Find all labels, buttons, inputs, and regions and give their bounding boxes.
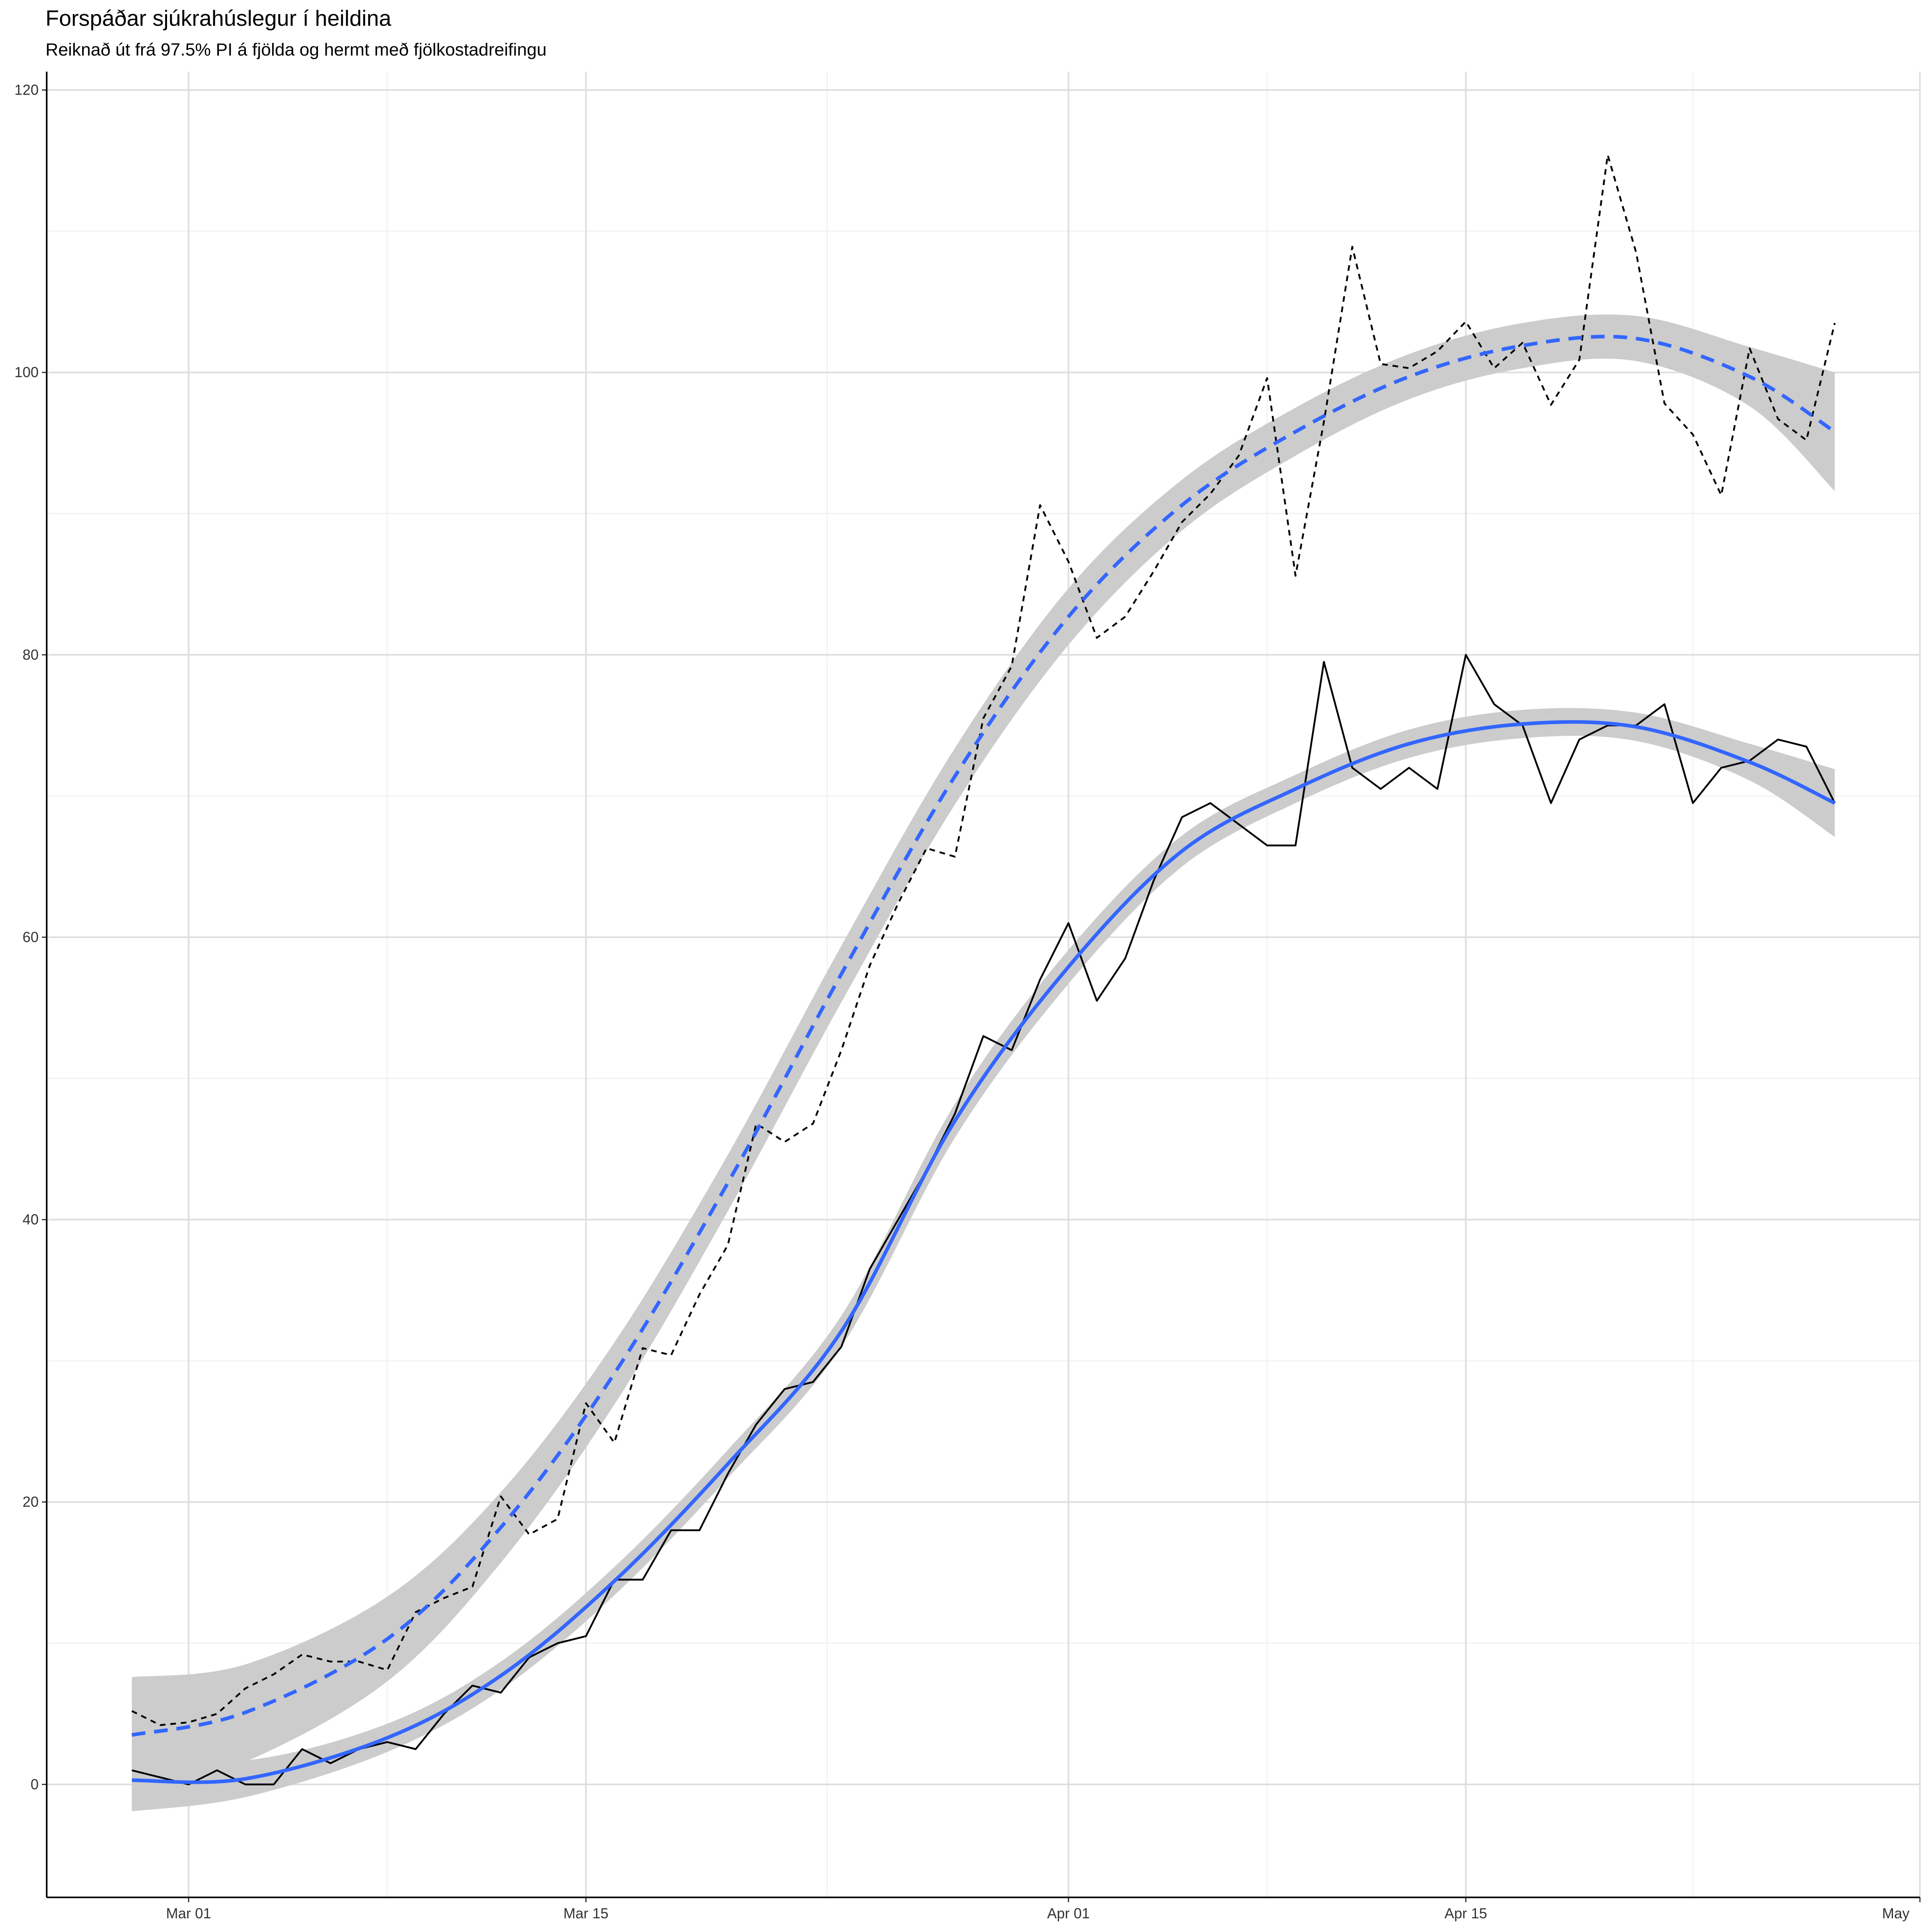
- data-line: [131, 154, 1836, 1726]
- y-tick-label: 80: [23, 646, 39, 663]
- data-line: [132, 654, 1836, 1785]
- x-tick-label: Apr 15: [1445, 1905, 1487, 1922]
- y-tick-label: 0: [31, 1776, 39, 1792]
- chart-title: Forspáðar sjúkrahúslegur í heildina: [45, 6, 391, 31]
- x-tick-label: Apr 01: [1047, 1905, 1090, 1922]
- y-tick-label: 100: [14, 364, 39, 380]
- x-tick-label: May: [1882, 1905, 1909, 1922]
- y-tick-label: 60: [23, 929, 39, 945]
- fitted-line: [131, 334, 1836, 1737]
- y-tick-label: 20: [23, 1494, 39, 1510]
- fitted-line: [132, 720, 1836, 1784]
- y-tick-label: 40: [23, 1211, 39, 1228]
- x-tick-label: Mar 01: [166, 1905, 211, 1922]
- x-tick-label: Mar 15: [564, 1905, 609, 1922]
- confidence-band: [132, 314, 1835, 1793]
- chart-subtitle: Reiknað út frá 97.5% PI á fjölda og herm…: [45, 40, 547, 60]
- y-tick-label: 120: [14, 82, 39, 98]
